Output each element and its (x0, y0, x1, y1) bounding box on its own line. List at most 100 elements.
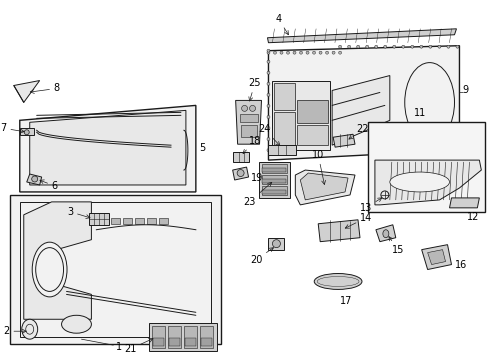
Polygon shape (376, 225, 396, 242)
Text: 19: 19 (250, 173, 263, 183)
Ellipse shape (267, 93, 270, 96)
Ellipse shape (267, 116, 270, 118)
Bar (169, 338, 180, 346)
Polygon shape (332, 76, 390, 145)
Polygon shape (24, 202, 92, 319)
Bar (201, 338, 212, 346)
Ellipse shape (411, 45, 414, 48)
Bar (241, 125, 257, 137)
Ellipse shape (267, 104, 270, 107)
Polygon shape (147, 218, 156, 224)
Ellipse shape (293, 51, 296, 54)
Polygon shape (89, 213, 109, 225)
Bar (263, 190, 286, 194)
Polygon shape (274, 82, 295, 111)
Ellipse shape (405, 63, 455, 142)
Ellipse shape (314, 274, 362, 289)
Ellipse shape (267, 60, 270, 63)
Ellipse shape (273, 51, 276, 54)
Polygon shape (233, 152, 248, 162)
Ellipse shape (62, 315, 92, 333)
Text: 17: 17 (340, 296, 352, 306)
Bar (200, 326, 213, 348)
Ellipse shape (375, 45, 378, 48)
Ellipse shape (280, 51, 283, 54)
Ellipse shape (287, 51, 290, 54)
Ellipse shape (267, 138, 270, 141)
Bar (240, 114, 258, 122)
Polygon shape (297, 125, 328, 145)
Text: 25: 25 (248, 78, 261, 101)
Ellipse shape (32, 176, 38, 182)
Ellipse shape (332, 51, 335, 54)
Polygon shape (269, 46, 460, 160)
Text: 18: 18 (243, 136, 261, 153)
Polygon shape (375, 160, 481, 205)
Text: 11: 11 (414, 108, 426, 118)
Bar (168, 326, 181, 348)
Bar (153, 338, 164, 346)
Bar (368, 122, 485, 212)
Text: 12: 12 (467, 212, 480, 222)
Text: 1: 1 (116, 342, 122, 352)
Polygon shape (14, 81, 40, 102)
Ellipse shape (32, 242, 67, 297)
Ellipse shape (267, 127, 270, 130)
Polygon shape (449, 198, 479, 208)
Ellipse shape (319, 51, 322, 54)
Bar (262, 186, 287, 195)
Polygon shape (30, 111, 186, 185)
Polygon shape (269, 145, 296, 155)
Polygon shape (135, 218, 144, 224)
Bar (263, 179, 286, 183)
Text: 6: 6 (40, 180, 58, 191)
Ellipse shape (237, 170, 244, 176)
Polygon shape (233, 167, 248, 180)
Ellipse shape (393, 45, 396, 48)
Polygon shape (259, 162, 291, 198)
Text: 23: 23 (243, 182, 272, 207)
Polygon shape (295, 170, 355, 205)
Text: 22: 22 (349, 124, 368, 139)
Polygon shape (111, 218, 120, 224)
Text: 4: 4 (275, 14, 289, 35)
Ellipse shape (366, 45, 368, 48)
Polygon shape (297, 100, 328, 123)
Ellipse shape (390, 172, 449, 192)
Ellipse shape (420, 45, 423, 48)
Polygon shape (333, 134, 355, 147)
Ellipse shape (383, 230, 389, 238)
Bar (263, 168, 286, 172)
Text: 24: 24 (258, 124, 280, 145)
Ellipse shape (249, 105, 256, 111)
Polygon shape (236, 100, 262, 144)
Polygon shape (428, 249, 445, 265)
Text: 15: 15 (389, 237, 404, 255)
Text: 8: 8 (30, 84, 60, 94)
Text: 21: 21 (124, 338, 153, 354)
Ellipse shape (299, 51, 302, 54)
Ellipse shape (267, 71, 270, 74)
Ellipse shape (267, 49, 270, 52)
Polygon shape (269, 238, 284, 249)
Text: 10: 10 (312, 150, 325, 184)
Ellipse shape (438, 45, 441, 48)
Bar (262, 175, 287, 184)
Text: 20: 20 (250, 248, 273, 265)
Ellipse shape (24, 130, 29, 135)
Text: 16: 16 (455, 260, 467, 270)
Text: 2: 2 (3, 326, 26, 336)
Polygon shape (10, 195, 220, 344)
Text: 14: 14 (345, 213, 372, 228)
Ellipse shape (347, 45, 351, 48)
Polygon shape (422, 245, 451, 270)
Ellipse shape (456, 45, 459, 48)
Ellipse shape (272, 240, 280, 248)
Polygon shape (159, 218, 168, 224)
Ellipse shape (447, 45, 450, 48)
Ellipse shape (242, 105, 247, 111)
Polygon shape (123, 218, 132, 224)
Bar (149, 323, 217, 351)
Ellipse shape (313, 51, 316, 54)
Ellipse shape (306, 51, 309, 54)
